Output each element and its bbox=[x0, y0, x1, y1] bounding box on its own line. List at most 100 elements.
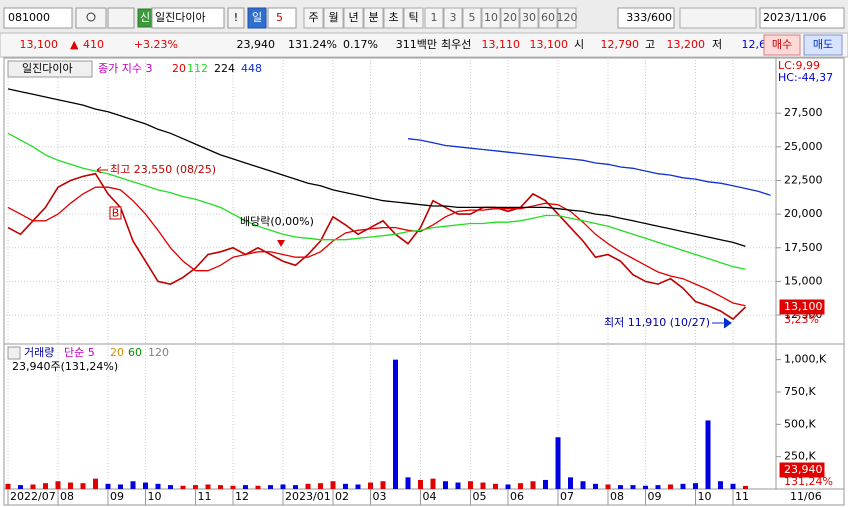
interval-button[interactable] bbox=[424, 7, 444, 29]
volume-bar bbox=[5, 483, 11, 489]
x-tick-label: 03 bbox=[373, 490, 387, 503]
interval-button[interactable] bbox=[443, 7, 463, 29]
bar-count: 333/600 bbox=[626, 11, 672, 24]
period-box[interactable] bbox=[247, 7, 267, 29]
interval-button[interactable] bbox=[557, 7, 577, 29]
volume-bar bbox=[605, 484, 611, 489]
unit-button[interactable] bbox=[343, 7, 364, 29]
legend-name: 일진다이아 bbox=[22, 61, 73, 75]
ma-line bbox=[7, 88, 746, 248]
x-tick-label: 05 bbox=[473, 490, 487, 503]
volume-bar bbox=[280, 484, 286, 489]
volume-bar bbox=[380, 481, 386, 489]
interval: 5 bbox=[469, 11, 476, 24]
volume-bar bbox=[168, 485, 173, 489]
unit-button[interactable] bbox=[323, 7, 344, 29]
high-arrow bbox=[96, 166, 108, 174]
legend-prefix: 종가 지수 3 bbox=[98, 62, 152, 75]
volume-bar bbox=[480, 482, 486, 489]
volume-bar bbox=[143, 482, 148, 489]
volume-bar bbox=[118, 484, 123, 489]
volume-bar bbox=[268, 485, 273, 489]
last-change: 3,23% bbox=[784, 313, 819, 326]
x-tick-label: 10 bbox=[148, 490, 162, 503]
volume-bar bbox=[593, 483, 598, 489]
sound-button[interactable] bbox=[107, 7, 135, 29]
unit: 년 bbox=[348, 11, 358, 24]
unit-button[interactable] bbox=[403, 7, 424, 29]
interval-button[interactable] bbox=[481, 7, 501, 29]
quote-ask: 13,110 bbox=[482, 38, 521, 51]
interval-button[interactable] bbox=[462, 7, 482, 29]
unit-button[interactable] bbox=[303, 7, 324, 29]
corner-label: HC:-44,37 bbox=[778, 71, 833, 84]
sell-button[interactable] bbox=[803, 34, 843, 56]
volume-ma-legend: 120 bbox=[148, 346, 169, 359]
volume-bar bbox=[455, 482, 461, 489]
x-tick-label: 06 bbox=[510, 490, 524, 503]
volume-bar bbox=[680, 483, 686, 489]
volume-bar bbox=[418, 479, 423, 489]
volume-bar bbox=[130, 481, 136, 489]
last-volume-pct: 131,24% bbox=[784, 475, 833, 488]
dividend-annotation: 배당락(0,00%) bbox=[240, 215, 314, 228]
volume-bar bbox=[705, 420, 711, 489]
x-tick-label: 11 bbox=[735, 490, 749, 503]
legend-name-box bbox=[7, 60, 93, 78]
interval: 30 bbox=[522, 11, 536, 24]
unit-button[interactable] bbox=[383, 7, 404, 29]
x-tick-label: 2022/07 bbox=[10, 490, 56, 503]
unit: 틱 bbox=[408, 11, 418, 24]
unit: 분 bbox=[368, 11, 378, 24]
interval-button[interactable] bbox=[519, 7, 539, 29]
volume-bar bbox=[505, 484, 511, 489]
volume-bar bbox=[218, 485, 223, 489]
search-icon bbox=[86, 12, 96, 22]
b-box bbox=[109, 206, 122, 220]
volume-bar bbox=[730, 483, 736, 489]
y-tick-label: 15,000 bbox=[784, 274, 823, 287]
legend-entry: 448 bbox=[241, 62, 262, 75]
volume-bar bbox=[743, 485, 748, 489]
ma-line bbox=[7, 186, 746, 307]
volume-bar bbox=[80, 483, 86, 489]
legend-entry: 20 bbox=[172, 62, 186, 75]
volume-bar bbox=[293, 485, 298, 489]
y-tick-label: 17,500 bbox=[784, 241, 823, 254]
y-tick-label: 250,K bbox=[784, 450, 816, 463]
buy-button-label: 매수 bbox=[772, 38, 792, 51]
y-tick-label: 25,000 bbox=[784, 140, 823, 153]
volume-bar bbox=[18, 485, 23, 489]
period-count: 5 bbox=[276, 11, 283, 24]
volume-ma-legend: 20 bbox=[110, 346, 124, 359]
x-tick-label: 07 bbox=[560, 490, 574, 503]
quote-open-label: 시 bbox=[574, 38, 584, 51]
volume-bar bbox=[93, 478, 98, 489]
tools[interactable] bbox=[679, 7, 757, 29]
interval: 3 bbox=[450, 11, 457, 24]
search-button[interactable] bbox=[75, 7, 107, 29]
volume-bar bbox=[580, 481, 586, 489]
interval-button[interactable] bbox=[538, 7, 558, 29]
volume-bar bbox=[468, 481, 473, 489]
volume-bar bbox=[105, 483, 111, 489]
y-tick-label: 22,500 bbox=[784, 173, 823, 186]
y-tick-label: 20,000 bbox=[784, 207, 823, 220]
last-volume: 23,940 bbox=[784, 463, 823, 476]
alert-button[interactable] bbox=[227, 7, 245, 29]
x-tick-label: 11 bbox=[198, 490, 212, 503]
volume-bar bbox=[355, 484, 361, 489]
volume-bar bbox=[430, 478, 436, 489]
quote-volume: 23,940 bbox=[237, 38, 276, 51]
x-end-label: 11/06 bbox=[790, 490, 822, 503]
interval-button[interactable] bbox=[500, 7, 520, 29]
unit-button[interactable] bbox=[363, 7, 384, 29]
unit: 월 bbox=[328, 11, 338, 24]
volume-bar bbox=[155, 483, 161, 489]
volume-title: 거래량 bbox=[24, 346, 54, 359]
volume-bar bbox=[655, 485, 661, 489]
buy-button[interactable] bbox=[763, 34, 801, 56]
buy-marker: B bbox=[112, 207, 120, 220]
volume-bar bbox=[180, 485, 186, 489]
